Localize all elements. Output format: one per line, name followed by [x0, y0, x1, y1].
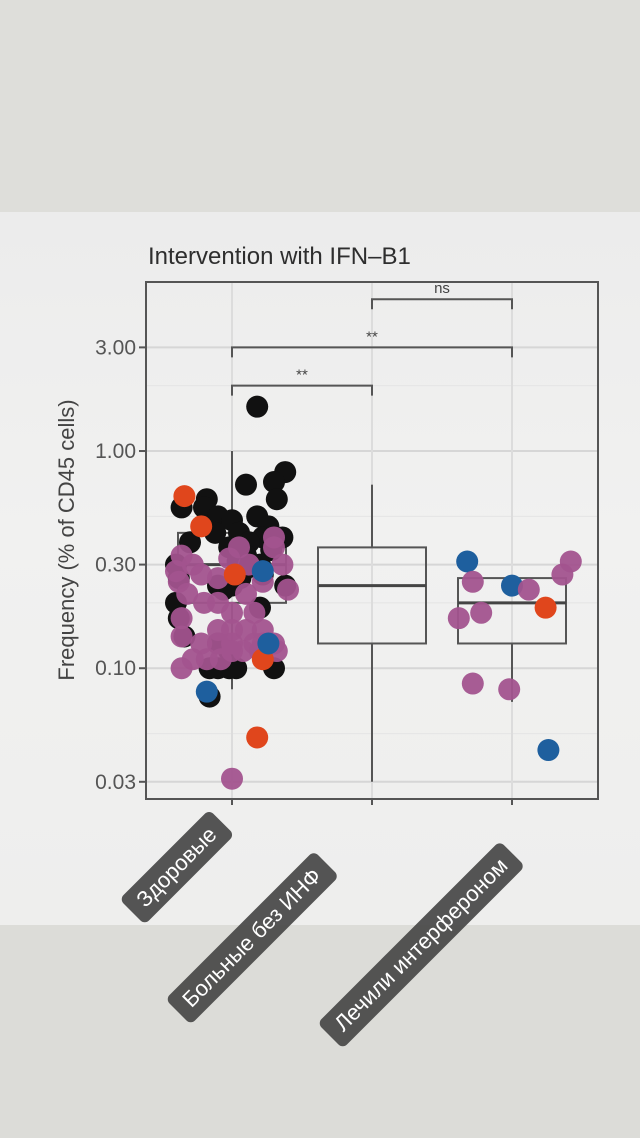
y-tick-label: 1.00 — [95, 440, 136, 463]
significance-label: ns — [434, 280, 450, 297]
data-point-purple — [271, 553, 294, 576]
significance-brackets: ns ** ** — [231, 280, 513, 396]
y-tick-label: 0.30 — [95, 554, 136, 577]
data-point-purple — [228, 536, 250, 559]
data-point-red — [223, 563, 246, 586]
data-point-purple — [461, 570, 484, 593]
data-point-purple — [221, 601, 243, 624]
data-point-red — [534, 596, 557, 619]
data-point-blue — [501, 574, 523, 597]
data-point-purple — [461, 672, 484, 695]
data-point-black — [246, 395, 269, 418]
data-point-purple — [207, 567, 229, 590]
data-point-purple — [221, 640, 243, 663]
significance-bracket — [371, 298, 513, 310]
data-point-blue — [195, 680, 218, 703]
data-point-purple — [176, 582, 199, 605]
background-top — [0, 0, 640, 212]
chart-photo — [0, 212, 640, 925]
data-point-purple — [170, 607, 193, 630]
background-bottom — [0, 925, 640, 1138]
data-point-purple — [470, 601, 493, 624]
data-point-black — [235, 473, 257, 496]
significance-label: ** — [366, 328, 378, 345]
data-point-purple — [170, 625, 193, 648]
data-point-red — [246, 726, 269, 749]
y-tick-label: 0.10 — [95, 657, 136, 680]
data-point-purple — [190, 563, 213, 586]
significance-label: ** — [296, 367, 308, 384]
data-point-purple — [221, 767, 243, 790]
data-point-purple — [235, 582, 257, 605]
data-point-blue — [257, 632, 280, 655]
data-point-black — [265, 488, 288, 511]
significance-bracket — [231, 346, 513, 358]
y-tick-label: 0.03 — [95, 771, 136, 794]
data-point-black — [263, 471, 285, 494]
data-points — [165, 395, 582, 790]
significance-bracket — [231, 384, 373, 396]
data-point-purple — [263, 526, 285, 549]
data-point-purple — [277, 578, 299, 601]
data-point-blue — [251, 560, 274, 583]
data-point-red — [173, 485, 196, 508]
data-point-purple — [243, 601, 266, 624]
data-point-blue — [537, 739, 560, 762]
data-point-blue — [456, 550, 479, 573]
y-axis: 0.03 0.10 0.30 1.00 3.00 — [95, 336, 513, 805]
data-point-purple — [498, 678, 521, 701]
data-point-purple — [447, 607, 470, 630]
y-axis-label: Frequency (% of CD45 cells) — [54, 399, 79, 680]
box-iqr — [317, 546, 427, 645]
y-tick-label: 3.00 — [95, 336, 136, 359]
chart-title: Intervention with IFN–B1 — [148, 243, 411, 270]
data-point-red — [190, 515, 213, 538]
data-point-purple — [559, 550, 582, 573]
data-point-purple — [517, 578, 540, 601]
